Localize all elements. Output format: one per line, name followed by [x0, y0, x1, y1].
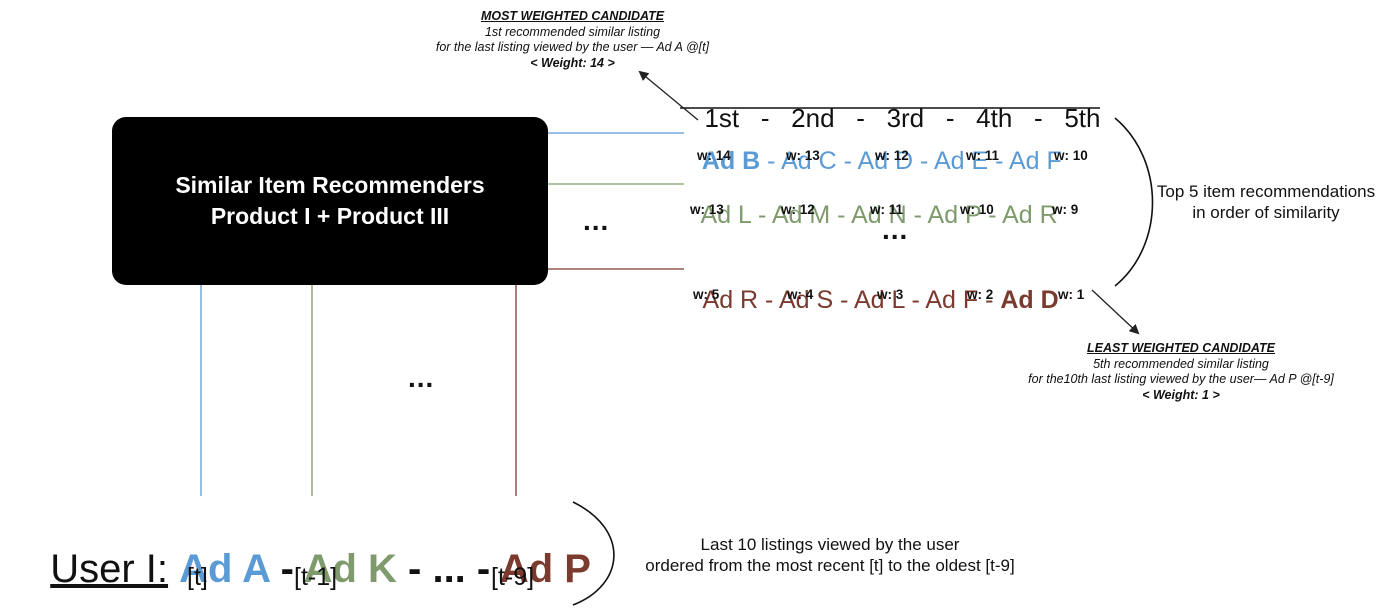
row2-weight-5: w: 9 [1052, 202, 1079, 217]
row2-weight-2: w: 12 [781, 202, 815, 217]
row2-weight-1: w: 13 [690, 202, 724, 217]
row1-weight-4: w: 11 [966, 148, 1000, 163]
item-sep: - [913, 147, 934, 175]
rank-sep: - [945, 103, 955, 133]
row3-weight-5: w: 1 [1058, 287, 1085, 302]
time-label-t-9: [t-9] [491, 563, 535, 591]
recommendations-desc-line1: Top 5 item recommendations [1156, 182, 1376, 201]
connectors-ellipsis: ... [408, 362, 435, 393]
rank-header: 1st - 2nd - 3rd - 4th - 5th [690, 72, 1100, 134]
rank-5th: 5th [1064, 103, 1101, 133]
user-sep: - [465, 547, 500, 591]
item-sep: - [978, 286, 1001, 314]
time-label-t-1: [t-1] [294, 563, 338, 591]
row1-weight-2: w: 13 [786, 148, 820, 163]
row3-item-2: Ad S [778, 286, 834, 314]
row1-weight-3: w: 12 [875, 148, 909, 163]
row1-weight-5: w: 10 [1054, 148, 1088, 163]
user-sep: - [269, 547, 304, 591]
least-weighted-line2: for the10th last listing viewed by the u… [1028, 372, 1334, 386]
row2-weight-3: w: 11 [870, 202, 904, 217]
user-sep: - [396, 547, 433, 591]
least-weighted-heading: LEAST WEIGHTED CANDIDATE [1087, 341, 1275, 355]
row2-item-5: Ad R [1002, 201, 1058, 229]
row3-weight-1: w: 5 [693, 287, 720, 302]
row1-item-2: Ad C [781, 147, 837, 175]
recommendation-row-3: Ad R - Ad S - Ad L - Ad F - Ad D [690, 257, 1059, 315]
user-item-a: Ad A [179, 547, 270, 591]
row3-weight-3: w: 3 [877, 287, 904, 302]
rank-sep: - [856, 103, 865, 133]
row3-item-1: Ad R [702, 286, 759, 314]
most-weighted-line2: for the last listing viewed by the user … [435, 40, 710, 54]
user-history: User I: Ad A - Ad K - ... - Ad P [28, 502, 591, 592]
least-weighted-note: LEAST WEIGHTED CANDIDATE 5th recommended… [1005, 341, 1357, 403]
row2-item-4: Ad P [927, 201, 982, 229]
item-sep: - [830, 201, 852, 229]
arrow-most-weighted [638, 70, 699, 121]
user-history-desc-line1: Last 10 listings viewed by the user [700, 535, 960, 554]
item-sep: - [981, 201, 1003, 229]
brace-recommendations [1114, 117, 1154, 287]
rank-4th: 4th [976, 103, 1013, 133]
brace-user [572, 501, 615, 606]
row2-item-3: Ad N [851, 201, 907, 229]
user-label: User I: [50, 547, 169, 591]
recommender-title-line2: Product I + Product III [210, 203, 450, 229]
arrow-least-weighted [1091, 289, 1140, 335]
row1-item-3: Ad D [857, 147, 914, 175]
rank-3rd: 3rd [886, 103, 925, 133]
least-weighted-weight: < Weight: 1 > [1142, 387, 1220, 402]
user-history-description: Last 10 listings viewed by the user orde… [610, 534, 1050, 576]
most-weighted-weight: < Weight: 14 > [530, 55, 615, 70]
row1-item-4: Ad E [933, 147, 989, 175]
recommender-title-line1: Similar Item Recommenders [175, 172, 485, 198]
recommender-box: Similar Item Recommenders Product I + Pr… [112, 117, 548, 285]
user-item-k: Ad K [303, 547, 397, 591]
row3-item-5: Ad D [1000, 286, 1059, 314]
row2-weight-4: w: 10 [960, 202, 994, 217]
recommendations-description: Top 5 item recommendations in order of s… [1148, 181, 1384, 223]
least-weighted-line1: 5th recommended similar listing [1093, 356, 1269, 371]
item-sep: - [988, 147, 1009, 175]
recommendations-desc-line2: in order of similarity [1192, 203, 1340, 222]
user-item-p: Ad P [499, 547, 591, 591]
user-history-desc-line2: ordered from the most recent [t] to the … [645, 556, 1015, 575]
row1-item-5: Ad F [1009, 147, 1062, 175]
item-sep: - [906, 201, 928, 229]
row2-item-1: Ad L [700, 201, 752, 229]
recommendation-row-1: Ad B - Ad C - Ad D - Ad E - Ad F [688, 118, 1062, 176]
box-ellipsis: ... [583, 205, 610, 236]
time-label-t: [t] [187, 563, 208, 591]
rows-ellipsis: ... [882, 214, 909, 245]
recommendation-row-2: Ad L - Ad M - Ad N - Ad P - Ad R [688, 172, 1058, 230]
row3-weight-2: w: 4 [787, 287, 814, 302]
row1-item-1: Ad B [701, 147, 761, 175]
item-sep: - [833, 286, 854, 314]
rank-1st: 1st [704, 103, 740, 133]
rank-sep: - [760, 103, 770, 133]
item-sep: - [751, 201, 772, 229]
most-weighted-note: MOST WEIGHTED CANDIDATE 1st recommended … [400, 9, 745, 71]
item-sep: - [760, 147, 782, 175]
item-sep: - [904, 286, 926, 314]
most-weighted-heading: MOST WEIGHTED CANDIDATE [480, 9, 665, 23]
user-item-ellipsis: ... [432, 547, 466, 591]
most-weighted-line1: 1st recommended similar listing [484, 24, 661, 39]
item-sep: - [758, 286, 779, 314]
rank-2nd: 2nd [791, 103, 835, 133]
row3-weight-4: w: 2 [967, 287, 994, 302]
row1-weight-1: w: 14 [697, 148, 731, 163]
row3-item-3: Ad L [854, 286, 905, 314]
rank-sep: - [1033, 103, 1043, 133]
row2-item-2: Ad M [771, 201, 831, 229]
item-sep: - [836, 147, 858, 175]
row3-item-4: Ad F [925, 286, 979, 314]
